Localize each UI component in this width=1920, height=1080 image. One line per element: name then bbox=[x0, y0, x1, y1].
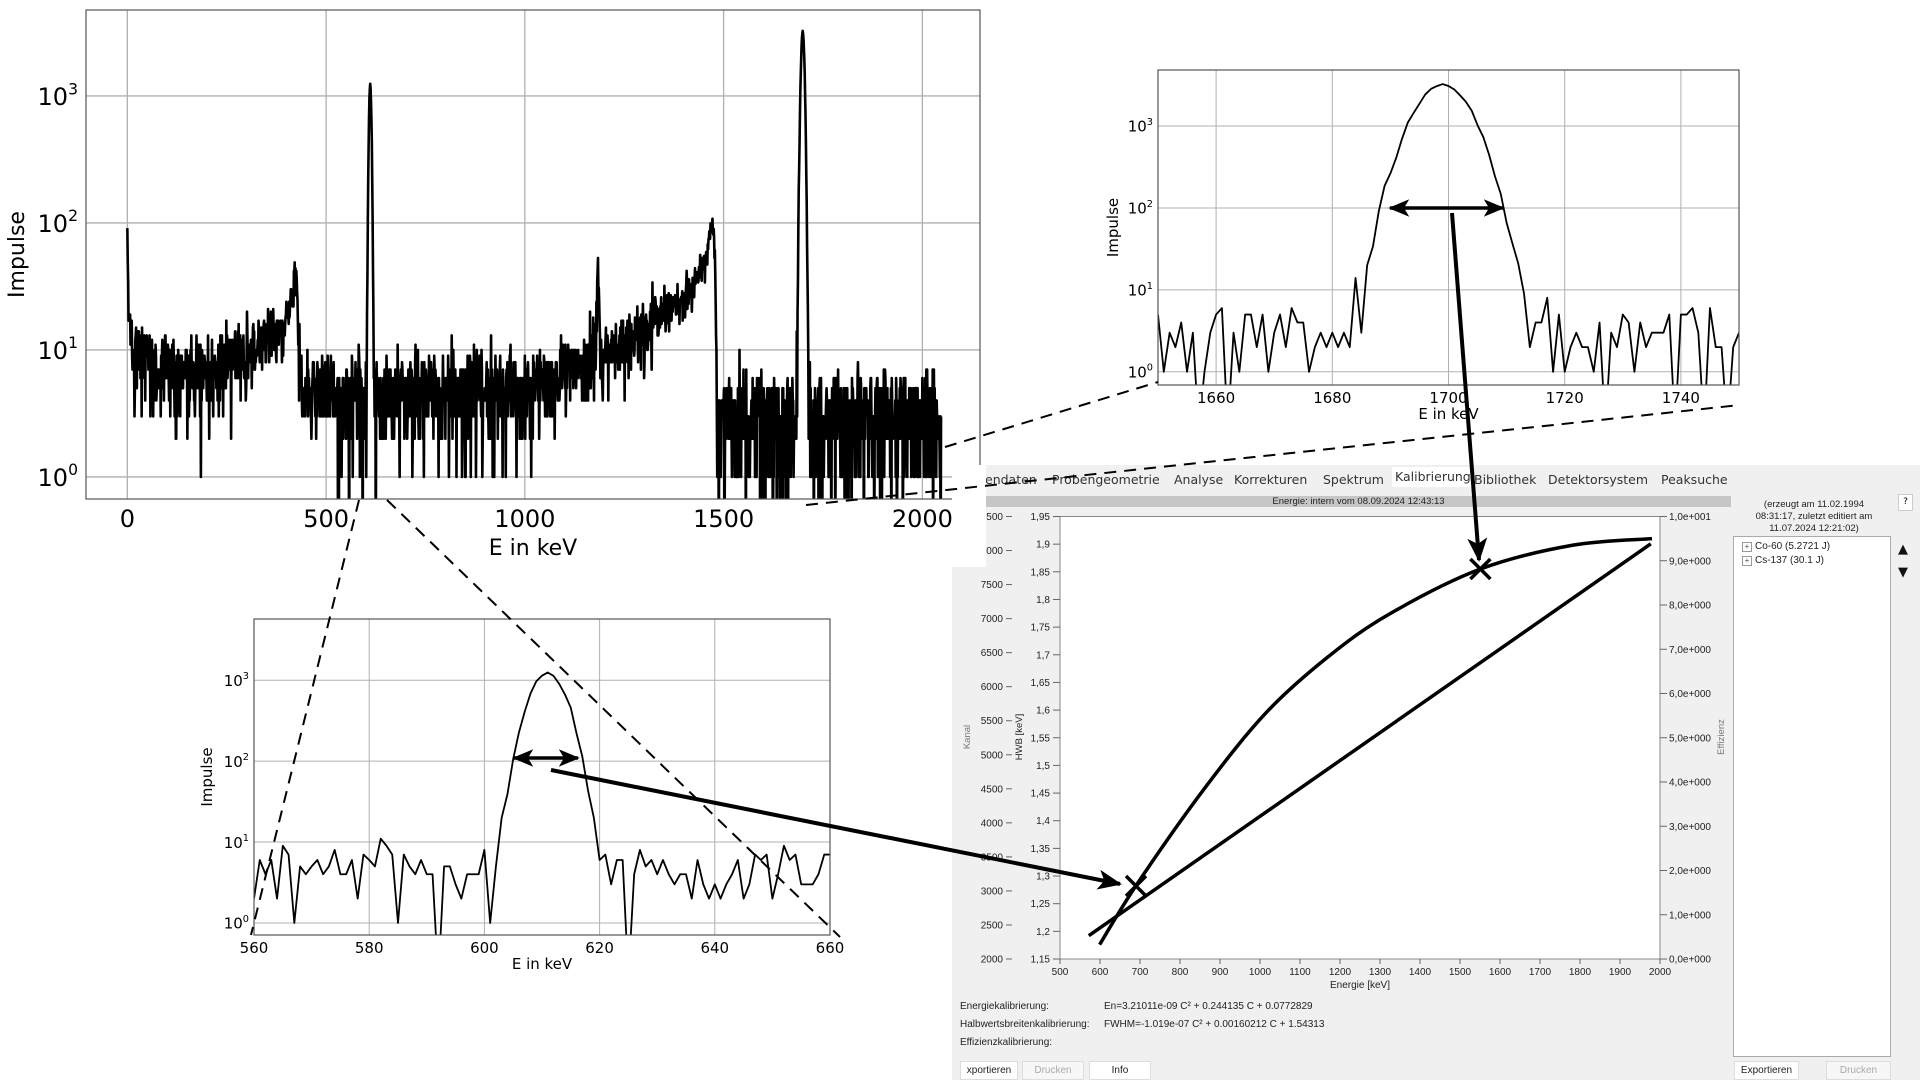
metadata-line: 11.07.2024 12:21:02) bbox=[1769, 523, 1859, 534]
expand-icon[interactable]: + bbox=[1742, 542, 1752, 552]
y-tick-label: 102 bbox=[1128, 199, 1153, 218]
spectrum-line bbox=[1158, 83, 1739, 385]
tab-spektrum[interactable]: Spektrum bbox=[1323, 472, 1384, 487]
y-tick-label: 103 bbox=[224, 671, 249, 690]
zoom-guide-line bbox=[386, 499, 841, 938]
x-tick-label: 560 bbox=[240, 939, 269, 957]
tab-bibliothek[interactable]: Bibliothek bbox=[1474, 472, 1537, 487]
x-axis-label: E in keV bbox=[512, 955, 573, 973]
move-down-icon[interactable]: ▼ bbox=[1898, 565, 1908, 580]
y-tick-label: 102 bbox=[38, 207, 78, 238]
tree-item-label: Cs-137 (30.1 J) bbox=[1755, 555, 1824, 566]
calibration-window: endaten Probengeometrie Analyse Korrektu… bbox=[952, 465, 1920, 1080]
y-tick-label: 100 bbox=[1128, 363, 1153, 382]
export-button[interactable]: xportieren bbox=[960, 1061, 1018, 1080]
y-axis-label: Impulse bbox=[5, 211, 30, 298]
plot-frame bbox=[1157, 69, 1740, 386]
x-axis-label: E in keV bbox=[489, 536, 577, 561]
y-tick-label: 103 bbox=[38, 80, 78, 111]
y-tick-label: 100 bbox=[38, 461, 78, 492]
move-up-icon[interactable]: ▲ bbox=[1898, 542, 1908, 557]
x-tick-label: 640 bbox=[700, 939, 729, 957]
spectrum-line bbox=[126, 29, 943, 499]
x-tick-label: 1500 bbox=[693, 505, 754, 533]
tab-peaksuche[interactable]: Peaksuche bbox=[1661, 472, 1728, 487]
spectrum-line bbox=[254, 671, 830, 935]
energy-calibration-label: Energiekalibrierung: bbox=[960, 1001, 1049, 1012]
tree-item-label: Co-60 (5.2721 J) bbox=[1755, 541, 1831, 552]
tab-korrekturen[interactable]: Korrekturen bbox=[1234, 472, 1308, 487]
y-tick-label: 101 bbox=[224, 833, 249, 852]
x-axis-label: E in keV bbox=[1418, 405, 1479, 423]
tab-kalibrierung[interactable]: Kalibrierung bbox=[1392, 467, 1474, 487]
fwhm-calibration-label: Halbwertsbreitenkalibrierung: bbox=[960, 1019, 1090, 1030]
print-button[interactable]: Drucken bbox=[1022, 1061, 1084, 1080]
y-tick-label: 100 bbox=[224, 914, 249, 933]
plot-frame bbox=[253, 618, 831, 936]
expand-icon[interactable]: + bbox=[1742, 556, 1752, 566]
calibration-status-bar: Energie: intern vom 08.09.2024 12:43:13 bbox=[986, 496, 1731, 507]
x-tick-label: 500 bbox=[303, 505, 349, 533]
tree-item-cs137[interactable]: + Cs-137 (30.1 J) bbox=[1742, 555, 1824, 566]
tab-analyse[interactable]: Analyse bbox=[1174, 472, 1224, 487]
library-metadata: (erzeugt am 11.02.1994 08:31:17, zuletzt… bbox=[1752, 499, 1876, 535]
energy-calibration-formula: En=3.21011e-09 C² + 0.244135 C + 0.07728… bbox=[1104, 1001, 1313, 1012]
zoom-guide-line bbox=[250, 499, 360, 936]
x-tick-label: 1660 bbox=[1197, 389, 1235, 407]
y-axis-label: Impulse bbox=[198, 747, 216, 806]
efficiency-calibration-label: Effizienzkalibrierung: bbox=[960, 1037, 1053, 1048]
y-tick-label: 103 bbox=[1128, 117, 1153, 136]
plot-frame bbox=[85, 9, 981, 500]
metadata-line: 08:31:17, zuletzt editiert am bbox=[1755, 511, 1873, 522]
tab-probendaten[interactable]: endaten bbox=[985, 472, 1037, 487]
y-tick-label: 102 bbox=[224, 752, 249, 771]
help-button[interactable]: ? bbox=[1898, 494, 1913, 511]
y-axis-label: Impulse bbox=[1104, 198, 1122, 257]
info-button[interactable]: Info bbox=[1089, 1061, 1151, 1080]
inset-plot-611: 560 580 600 620 640 660 100 101 102 103 E in keV Im… bbox=[198, 618, 845, 973]
tab-detektorsystem[interactable]: Detektorsystem bbox=[1548, 472, 1649, 487]
plot-background bbox=[1158, 70, 1739, 385]
export-list-button[interactable]: Exportieren bbox=[1734, 1061, 1799, 1080]
x-tick-label: 620 bbox=[585, 939, 614, 957]
x-tick-label: 1700 bbox=[1429, 389, 1467, 407]
y-tick-label: 101 bbox=[38, 334, 78, 365]
zoom-guide-line bbox=[944, 381, 1159, 448]
fwhm-calibration-formula: FWHM=-1.019e-07 C² + 0.00160212 C + 1.54… bbox=[1104, 1019, 1325, 1030]
x-tick-label: 580 bbox=[355, 939, 384, 957]
x-tick-label: 1740 bbox=[1662, 389, 1700, 407]
plot-background bbox=[86, 10, 980, 499]
tree-item-co60[interactable]: + Co-60 (5.2721 J) bbox=[1742, 541, 1830, 552]
nuclide-tree[interactable]: + Co-60 (5.2721 J) + Cs-137 (30.1 J) bbox=[1733, 536, 1891, 1057]
x-tick-label: 600 bbox=[470, 939, 499, 957]
x-tick-label: 1720 bbox=[1546, 389, 1584, 407]
x-tick-label: 660 bbox=[816, 939, 845, 957]
spectrum-plot: 0 500 1000 1500 2000 100 101 102 103 E in keV Impu… bbox=[5, 9, 981, 561]
tab-probengeometrie[interactable]: Probengeometrie bbox=[1052, 472, 1160, 487]
x-tick-label: 1000 bbox=[494, 505, 555, 533]
x-tick-label: 0 bbox=[120, 505, 135, 533]
plot-background bbox=[254, 619, 830, 935]
print-list-button[interactable]: Drucken bbox=[1826, 1061, 1891, 1080]
inset-plot-1700: 1660 1680 1700 1720 1740 100 101 102 103 E in keV… bbox=[1104, 69, 1740, 423]
x-tick-label: 1680 bbox=[1313, 389, 1351, 407]
metadata-line: (erzeugt am 11.02.1994 bbox=[1763, 499, 1865, 510]
y-tick-label: 101 bbox=[1128, 281, 1153, 300]
x-tick-label: 2000 bbox=[892, 505, 953, 533]
